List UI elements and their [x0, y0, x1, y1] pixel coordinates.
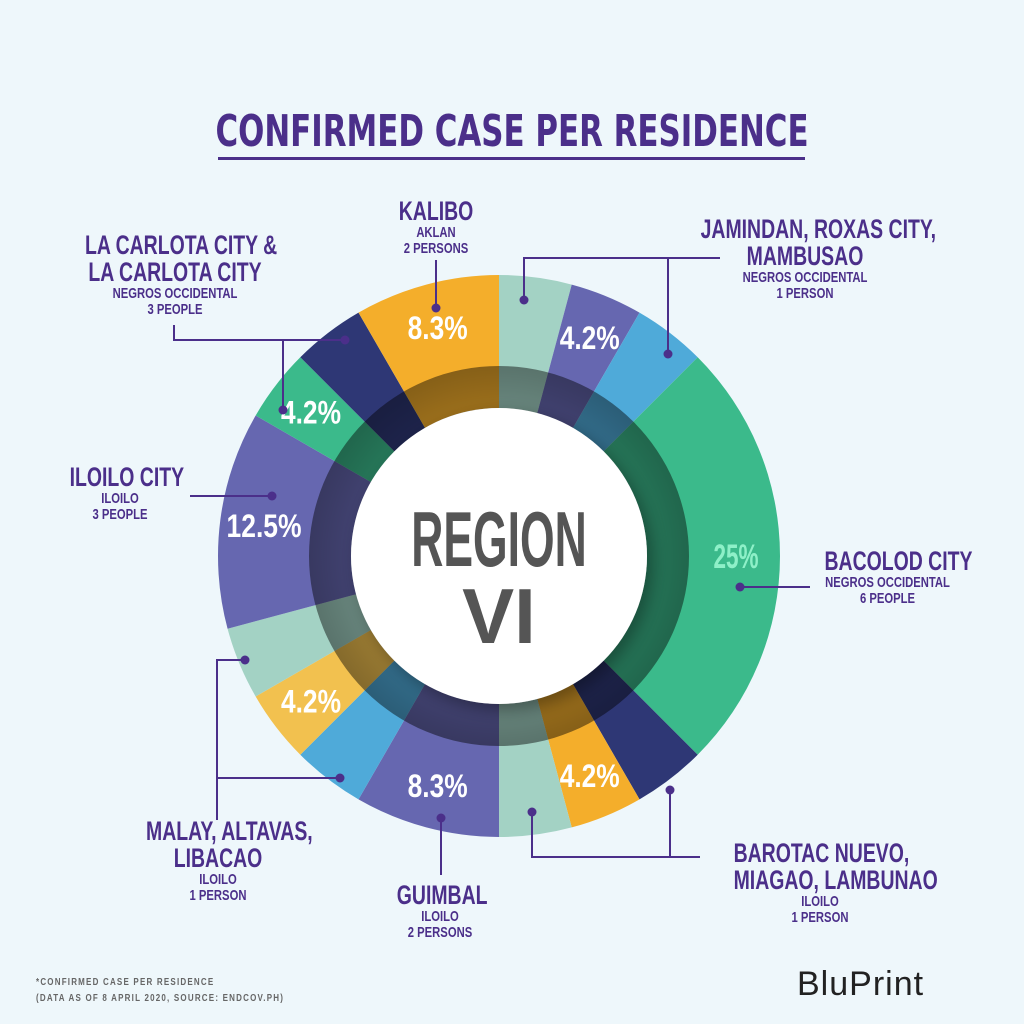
label-la-carlota: LA CARLOTA CITY & LA CARLOTA CITY NEGROS… — [85, 230, 278, 318]
chart-title: CONFIRMED CASE PER RESIDENCE — [215, 106, 809, 157]
bluprint-logo: BluPrint — [797, 965, 925, 1003]
leader-dots — [240, 295, 745, 823]
label-bacolod: BACOLOD CITY NEGROS OCCIDENTAL 6 PEOPLE — [824, 546, 973, 607]
center-label-line2: VI — [462, 572, 536, 660]
segment-percent-label: 8.3% — [408, 310, 468, 346]
label-kalibo: KALIBO AKLAN 2 PERSONS — [398, 196, 474, 257]
title-underline — [218, 157, 805, 160]
segment-percent-label: 25% — [714, 538, 759, 576]
segment-percent-label: 4.2% — [560, 320, 620, 356]
center-label-line1: REGION — [411, 496, 586, 583]
label-barotac: BAROTAC NUEVO, MIAGAO, LAMBUNAO ILOILO 1… — [733, 838, 938, 926]
center-circle — [351, 408, 647, 704]
footnote: *CONFIRMED CASE PER RESIDENCE (DATA AS O… — [36, 977, 285, 1004]
label-malay: MALAY, ALTAVAS, LIBACAO ILOILO 1 PERSON — [146, 816, 313, 904]
label-jamindan: JAMINDAN, ROXAS CITY, MAMBUSAO NEGROS OC… — [700, 214, 937, 302]
label-guimbal: GUIMBAL ILOILO 2 PERSONS — [396, 880, 488, 941]
label-iloilo-city: ILOILO CITY ILOILO 3 PEOPLE — [69, 462, 185, 523]
segment-percent-label: 4.2% — [560, 758, 620, 794]
segment-percent-label: 4.2% — [281, 395, 341, 431]
segment-percent-labels: 4.2% 25% 4.2% 8.3% 4.2% 12.5% 4.2% 8.3% — [227, 310, 759, 804]
segment-percent-label: 8.3% — [408, 768, 468, 804]
segment-percent-label: 12.5% — [227, 508, 302, 544]
segment-percent-label: 4.2% — [281, 683, 341, 719]
leader-lines — [173, 257, 810, 875]
